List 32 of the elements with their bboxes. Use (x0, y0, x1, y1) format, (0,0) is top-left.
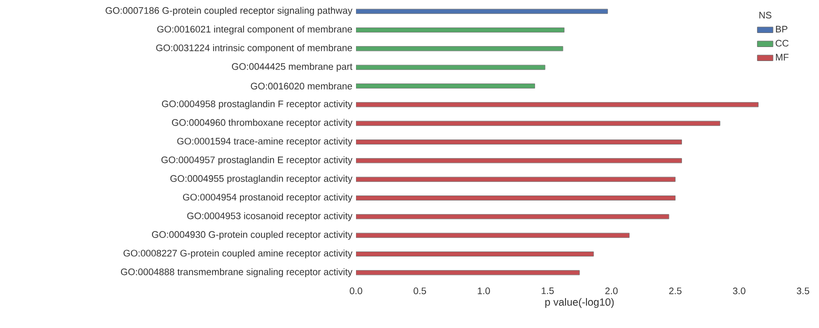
legend-title: NS (759, 12, 772, 18)
legend-label: BP (776, 26, 788, 32)
y-tick-label: GO:0016020 membrane (250, 82, 352, 90)
x-tick-label: 3.0 (732, 288, 746, 294)
y-tick-label: GO:0004888 transmembrane signaling receptor activity (120, 268, 352, 278)
y-tick-label: GO:0001594 trace-amine receptor activity (177, 138, 352, 146)
y-tick-label: GO:0007186 G-protein coupled receptor signaling pathway (106, 6, 352, 16)
y-tick-label: GO:0004930 G-protein coupled receptor activity (152, 230, 352, 240)
bar (356, 64, 546, 70)
y-tick-label: GO:0016021 integral component of membrane (157, 26, 352, 34)
y-tick-label: GO:0004958 prostaglandin F receptor activity (162, 100, 352, 110)
bar (356, 84, 536, 88)
bar (356, 46, 564, 52)
y-tick-label: GO:0004953 icosanoid receptor activity (187, 212, 352, 222)
y-tick-label: GO:0044425 membrane part (232, 62, 352, 72)
y-tick-label: GO:0004955 prostaglandin receptor activity (170, 174, 352, 184)
y-tick-label: GO:0031224 intrinsic component of membrane (156, 44, 352, 54)
x-tick-label: 1.5 (542, 288, 554, 294)
legend-label: MF (776, 54, 788, 60)
y-tick-label: GO:0004954 prostanoid receptor activity (183, 194, 352, 202)
x-tick-label: 1.0 (478, 288, 490, 294)
y-tick-label: GO:0004957 prostaglandin E receptor activity (161, 156, 352, 166)
y-tick-label: GO:0008227 G-protein coupled amine receptor activity (124, 250, 352, 258)
x-tick-label: 0.5 (414, 288, 426, 294)
x-tick-label: 2.5 (669, 288, 682, 294)
y-tick-label: GO:0004960 thromboxane receptor activity (172, 118, 352, 128)
x-tick-label: 3.5 (796, 288, 810, 294)
legend-label: CC (776, 40, 789, 47)
x-tick-label: 2.0 (605, 288, 618, 294)
x-axis-title: p value(-log10) (545, 298, 614, 308)
bar (356, 28, 564, 32)
x-tick-label: 0.0 (350, 288, 362, 294)
